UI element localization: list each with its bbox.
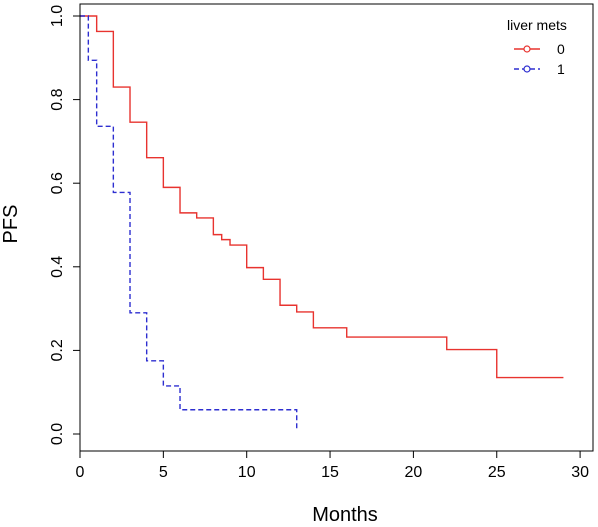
legend-marker-0 xyxy=(523,45,531,53)
y-axis: 0.0 0.2 0.4 0.6 0.8 1.0 PFS xyxy=(0,4,81,451)
x-tick-label: 5 xyxy=(159,464,168,481)
legend: liver mets 01 xyxy=(507,17,567,77)
y-tick-label: 0.2 xyxy=(49,339,66,361)
legend-title: liver mets xyxy=(507,17,567,33)
legend-marker-1 xyxy=(523,65,531,73)
series-1-step-line xyxy=(80,15,298,429)
legend-items: 01 xyxy=(514,41,565,77)
x-axis: 0 5 10 15 20 25 30 Months xyxy=(76,450,593,526)
x-tick-label: 25 xyxy=(488,464,506,481)
x-tick-label: 10 xyxy=(238,464,256,481)
y-ticks: 0.0 0.2 0.4 0.6 0.8 1.0 xyxy=(49,5,80,445)
y-tick-label: 0.8 xyxy=(49,88,66,110)
y-tick-label: 0.6 xyxy=(49,172,66,194)
x-tick-label: 0 xyxy=(76,464,85,481)
legend-label-1: 1 xyxy=(557,61,565,77)
legend-label-0: 0 xyxy=(557,41,565,57)
plot-frame xyxy=(79,3,594,452)
series-layer xyxy=(80,15,564,429)
x-ticks: 0 5 10 15 20 25 30 xyxy=(76,451,589,481)
series-0-step-line xyxy=(80,15,564,379)
x-tick-label: 30 xyxy=(571,464,589,481)
x-axis-title: Months xyxy=(312,504,378,526)
plot-area xyxy=(79,3,594,452)
y-tick-label: 0.0 xyxy=(49,423,66,445)
x-tick-label: 15 xyxy=(321,464,339,481)
y-tick-label: 0.4 xyxy=(49,256,66,278)
y-tick-label: 1.0 xyxy=(49,5,66,27)
x-tick-label: 20 xyxy=(405,464,423,481)
y-axis-title: PFS xyxy=(0,205,22,244)
